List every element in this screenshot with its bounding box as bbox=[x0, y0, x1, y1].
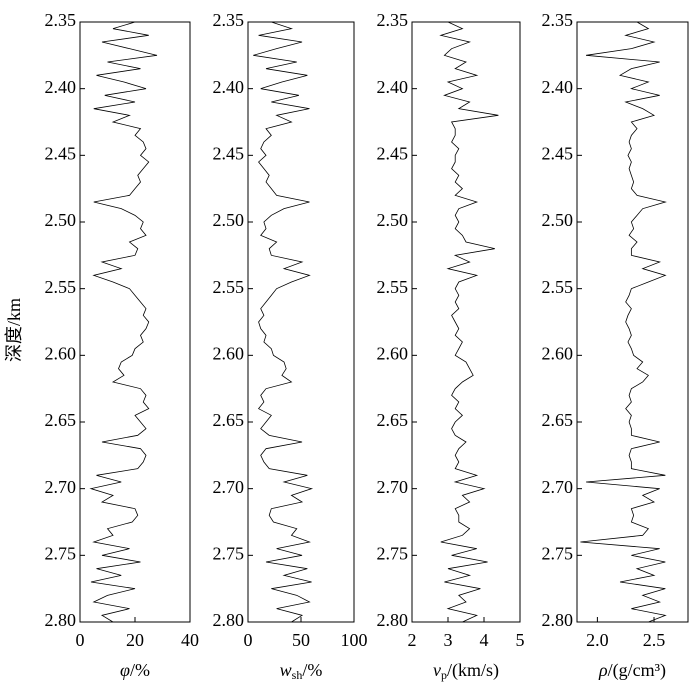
x-label-subscript: p bbox=[441, 668, 447, 682]
y-tick-label: 2.70 bbox=[542, 477, 574, 497]
y-tick-label: 2.45 bbox=[213, 143, 245, 163]
y-tick-label: 2.65 bbox=[45, 410, 77, 430]
y-tick-label: 2.65 bbox=[377, 410, 409, 430]
log-curve bbox=[89, 21, 158, 623]
y-tick-label: 2.45 bbox=[542, 143, 574, 163]
y-tick-label: 2.60 bbox=[213, 343, 245, 363]
x-tick-label: 2 bbox=[408, 630, 417, 650]
y-tick-label: 2.45 bbox=[377, 143, 409, 163]
y-tick-label: 2.55 bbox=[377, 277, 409, 297]
y-tick-label: 2.70 bbox=[45, 477, 77, 497]
y-tick-label: 2.80 bbox=[213, 610, 245, 630]
x-tick-label: 40 bbox=[181, 630, 199, 650]
panel-frame bbox=[576, 21, 689, 623]
y-tick-label: 2.55 bbox=[213, 277, 245, 297]
x-tick-label: 4 bbox=[480, 630, 489, 650]
y-tick-label: 2.55 bbox=[542, 277, 574, 297]
x-label-symbol: φ bbox=[120, 660, 130, 680]
y-tick-label: 2.40 bbox=[213, 77, 245, 97]
y-tick-label: 2.45 bbox=[45, 143, 77, 163]
log-curve bbox=[253, 21, 314, 623]
y-tick-label: 2.60 bbox=[542, 343, 574, 363]
x-tick-label: 5 bbox=[516, 630, 525, 650]
panel-frame bbox=[247, 21, 355, 623]
y-tick-label: 2.60 bbox=[45, 343, 77, 363]
x-label-unit: /(km/s) bbox=[447, 660, 499, 681]
y-tick-label: 2.50 bbox=[377, 210, 409, 230]
y-tick-label: 2.35 bbox=[213, 10, 245, 30]
y-tick-label: 2.60 bbox=[377, 343, 409, 363]
x-label-unit: /% bbox=[130, 660, 150, 680]
x-axis-label: φ/% bbox=[120, 660, 150, 680]
x-axis-label: wsh/% bbox=[280, 660, 323, 682]
y-tick-label: 2.55 bbox=[45, 277, 77, 297]
y-tick-label: 2.40 bbox=[377, 77, 409, 97]
x-tick-label: 20 bbox=[126, 630, 144, 650]
y-tick-label: 2.35 bbox=[542, 10, 574, 30]
y-tick-label: 2.75 bbox=[213, 543, 245, 563]
x-label-unit: /% bbox=[302, 660, 322, 680]
x-label-symbol: w bbox=[280, 660, 292, 680]
x-tick-label: 50 bbox=[292, 630, 310, 650]
y-tick-label: 2.75 bbox=[542, 543, 574, 563]
x-tick-label: 2.0 bbox=[586, 630, 609, 650]
x-tick-label: 2.5 bbox=[643, 630, 666, 650]
y-tick-label: 2.40 bbox=[542, 77, 574, 97]
y-tick-label: 2.70 bbox=[213, 477, 245, 497]
panel-frame bbox=[79, 21, 191, 623]
y-tick-label: 2.65 bbox=[542, 410, 574, 430]
log-curve bbox=[580, 21, 667, 623]
x-label-symbol: ρ bbox=[598, 660, 608, 680]
y-tick-label: 2.35 bbox=[377, 10, 409, 30]
y-tick-label: 2.50 bbox=[213, 210, 245, 230]
y-tick-label: 2.35 bbox=[45, 10, 77, 30]
y-tick-label: 2.50 bbox=[45, 210, 77, 230]
x-tick-label: 100 bbox=[341, 630, 368, 650]
y-tick-label: 2.80 bbox=[542, 610, 574, 630]
x-tick-label: 0 bbox=[244, 630, 253, 650]
x-label-subscript: sh bbox=[292, 668, 303, 682]
x-axis-label: vp/(km/s) bbox=[433, 660, 499, 682]
y-tick-label: 2.75 bbox=[377, 543, 409, 563]
y-tick-label: 2.65 bbox=[213, 410, 245, 430]
x-tick-label: 3 bbox=[444, 630, 453, 650]
y-axis-label: 深度/km bbox=[4, 298, 24, 362]
y-tick-label: 2.50 bbox=[542, 210, 574, 230]
panel-frame bbox=[411, 21, 521, 623]
x-tick-label: 0 bbox=[76, 630, 85, 650]
y-tick-label: 2.75 bbox=[45, 543, 77, 563]
x-axis-label: ρ/(g/cm³) bbox=[598, 660, 666, 681]
y-tick-label: 2.80 bbox=[377, 610, 409, 630]
x-label-symbol: v bbox=[433, 660, 441, 680]
x-label-unit: /(g/cm³) bbox=[608, 660, 666, 681]
y-tick-label: 2.40 bbox=[45, 77, 77, 97]
y-tick-label: 2.80 bbox=[45, 610, 77, 630]
y-tick-label: 2.70 bbox=[377, 477, 409, 497]
log-curve bbox=[439, 21, 499, 623]
